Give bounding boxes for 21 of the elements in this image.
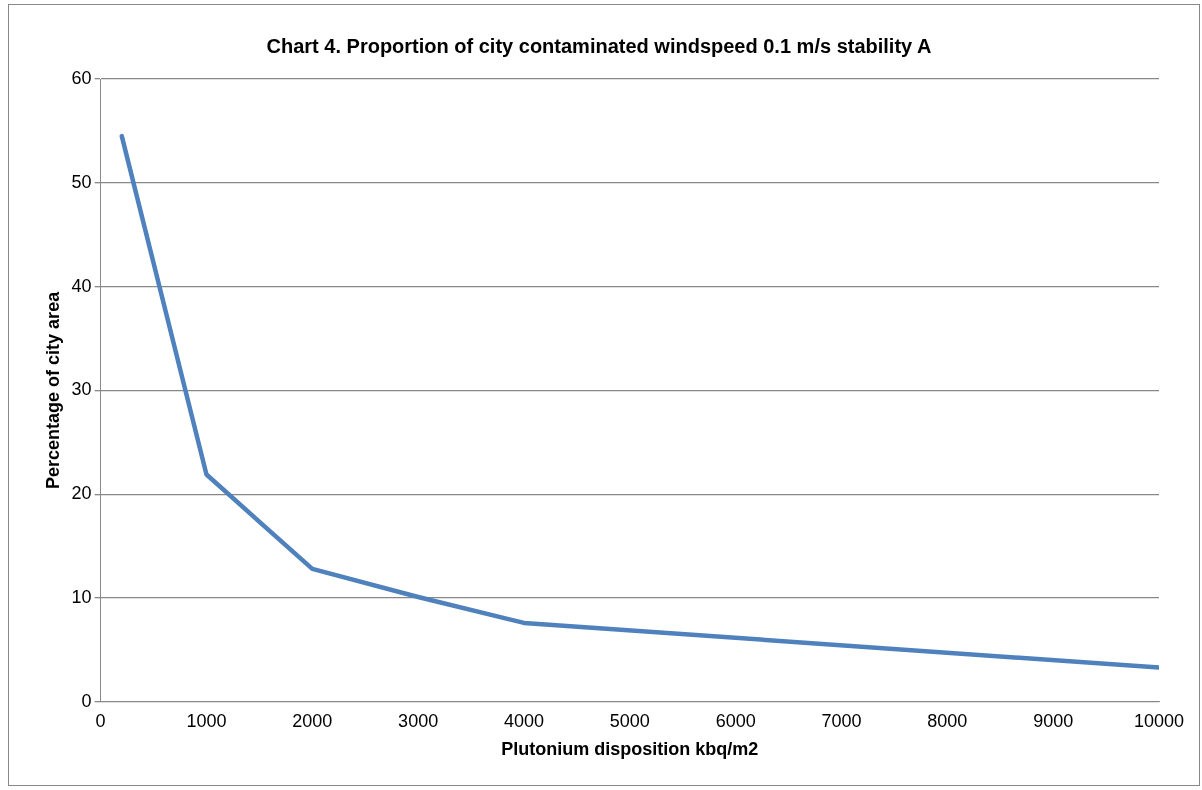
y-tick-label: 20 (71, 483, 92, 504)
y-axis-title: Percentage of city area (42, 290, 63, 489)
x-tick-label: 7000 (821, 710, 862, 731)
x-tick-label: 10000 (1133, 710, 1185, 731)
y-tick-label: 30 (71, 379, 92, 400)
x-axis-title: Plutonium disposition kbq/m2 (501, 739, 759, 760)
x-tick-label: 4000 (503, 710, 544, 731)
y-tick-label: 40 (71, 275, 92, 296)
x-tick-label: 3000 (398, 710, 439, 731)
x-tick-label: 0 (95, 710, 106, 731)
x-tick-label: 5000 (609, 710, 650, 731)
y-tick-label: 60 (71, 67, 92, 88)
x-tick-label: 9000 (1033, 710, 1074, 731)
y-tick-label: 50 (71, 171, 92, 192)
x-tick-label: 1000 (186, 710, 227, 731)
chart-title: Chart 4. Proportion of city contaminated windspeed 0.1 m/s stability A (266, 34, 932, 57)
x-tick-label: 6000 (715, 710, 756, 731)
y-tick-label: 0 (81, 690, 92, 711)
x-tick-label: 8000 (927, 710, 968, 731)
y-tick-label: 10 (71, 586, 92, 607)
x-tick-label: 2000 (292, 710, 333, 731)
